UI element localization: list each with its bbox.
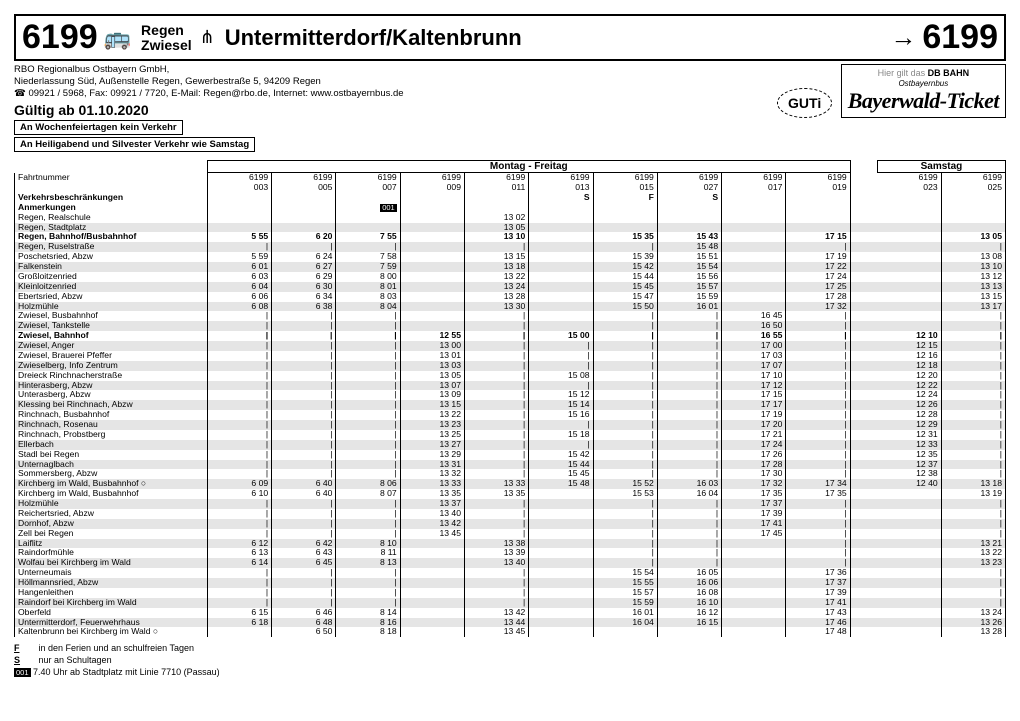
table-row: Dreieck Rinchnacherstraße|||13 05|15 08|… [15,371,1006,381]
db-text: DB BAHN [928,68,970,78]
table-row: Holzmühle|||13 37|||17 37|| [15,499,1006,509]
table-row: Unterneumais||||15 5416 0517 36| [15,568,1006,578]
operator-info: RBO Regionalbus Ostbayern GmbH, Niederla… [14,64,777,100]
table-row: Hinterasberg, Abzw|||13 07||||17 12|12 2… [15,381,1006,391]
timetable: Montag - Freitag Samstag Fahrtnummer6199… [14,160,1006,638]
table-row: Zwiesel, Busbahnhof||||||16 45|| [15,311,1006,321]
foot-s: nur an Schultagen [39,655,112,665]
table-row: Höllmannsried, Abzw||||15 5516 0617 37| [15,578,1006,588]
foot-001: 7.40 Uhr ab Stadtplatz mit Linie 7710 (P… [33,667,220,677]
info-line-2: Niederlassung Süd, Außenstelle Regen, Ge… [14,76,777,88]
table-row: Holzmühle6 086 388 0413 3015 5016 0117 3… [15,302,1006,312]
table-row: Rinchnach, Rosenau|||13 23||||17 20|12 2… [15,420,1006,430]
table-row: Zwiesel, Bahnhof|||12 55|15 00||16 55|12… [15,331,1006,341]
hier-text: Hier gilt das [878,68,926,78]
trip-number-row: Fahrtnummer61990036199005619900761990096… [15,173,1006,193]
table-row: Hangenleithen||||15 5716 0817 39| [15,588,1006,598]
origin-2: Zwiesel [141,38,192,53]
notice-2: An Heiligabend und Silvester Verkehr wie… [14,137,255,152]
guti-logo: GUTi [777,88,832,118]
arrow-icon: → [890,22,916,53]
table-row: Kirchberg im Wald, Busbahnhof6 106 408 0… [15,489,1006,499]
table-row: Klessing bei Rinchnach, Abzw|||13 15|15 … [15,400,1006,410]
table-row: Unternaglbach|||13 31|15 44||17 28|12 37… [15,460,1006,470]
table-row: Zwieselberg, Info Zentrum|||13 03||||17 … [15,361,1006,371]
route-header: 6199 🚌 Regen Zwiesel ⋔ Untermitterdorf/K… [14,14,1006,61]
table-row: Zwiesel, Tankstelle||||||16 50|| [15,321,1006,331]
table-row: Ellerbach|||13 27||||17 24|12 33| [15,440,1006,450]
table-row: Zwiesel, Anger|||13 00||||17 00|12 15| [15,341,1006,351]
bayerwald-ticket: Bayerwald-Ticket [848,88,999,113]
origin-1: Regen [141,23,192,38]
origin-block: Regen Zwiesel [141,23,192,52]
table-row: Unterasberg, Abzw|||13 09|15 12||17 15|1… [15,390,1006,400]
route-number-right: 6199 [922,18,998,57]
valid-from: Gültig ab 01.10.2020 [14,102,777,118]
table-row: Kaltenbrunn bei Kirchberg im Wald ○6 508… [15,627,1006,637]
bus-icon: 🚌 [104,25,131,51]
destination: Untermitterdorf/Kaltenbrunn [225,25,885,51]
info-line-3: ☎ 09921 / 5968, Fax: 09921 / 7720, E-Mai… [14,88,777,100]
notice-1: An Wochenfeiertagen kein Verkehr [14,120,183,135]
table-row: Rinchnach, Busbahnhof|||13 22|15 16||17 … [15,410,1006,420]
footnotes: F in den Ferien und an schulfreien Tagen… [14,643,1006,678]
foot-f: in den Ferien und an schulfreien Tagen [39,643,194,653]
restrict-row: VerkehrsbeschränkungenSFS [15,193,1006,203]
table-row: Rinchnach, Probstberg|||13 25|15 18||17 … [15,430,1006,440]
ost-text: Ostbayernbus [898,79,948,88]
table-row: Reichertsried, Abzw|||13 40|||17 39|| [15,509,1006,519]
info-line-1: RBO Regionalbus Ostbayern GmbH, [14,64,777,76]
day-header-row: Montag - Freitag Samstag [15,160,1006,173]
table-row: Zwiesel, Brauerei Pfeffer|||13 01||||17 … [15,351,1006,361]
foot-001-key: 001 [14,668,31,678]
hdr-monfri: Montag - Freitag [207,160,850,173]
table-row: Wolfau bei Kirchberg im Wald6 146 458 13… [15,558,1006,568]
hdr-sat: Samstag [877,160,1005,173]
db-logo: Hier gilt das DB BAHN Ostbayernbus Bayer… [841,64,1006,118]
route-through-icon: ⋔ [200,27,215,48]
table-row: Regen, Bahnhof/Busbahnhof5 556 207 5513 … [15,232,1006,242]
table-row: Stadl bei Regen|||13 29|15 42||17 26|12 … [15,450,1006,460]
route-number-left: 6199 [22,18,104,57]
table-row: Dornhof, Abzw|||13 42|||17 41|| [15,519,1006,529]
